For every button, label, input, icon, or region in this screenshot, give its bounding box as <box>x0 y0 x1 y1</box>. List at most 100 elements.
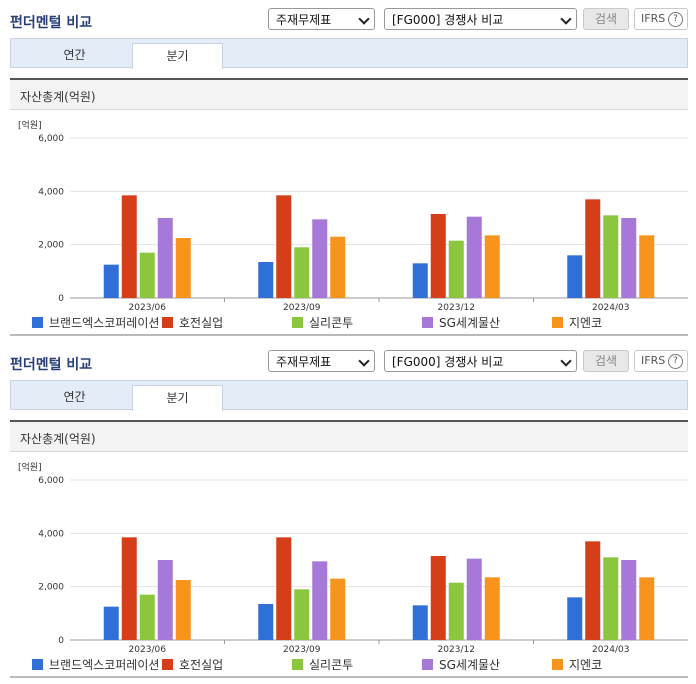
bar <box>121 537 137 640</box>
x-tick-label: 2023/09 <box>283 645 321 655</box>
bar <box>567 255 583 298</box>
bar <box>276 537 292 640</box>
legend-label: 호전실업 <box>179 316 224 330</box>
bar <box>430 214 446 298</box>
y-tick-label: 6,000 <box>38 476 64 486</box>
statement-type-select[interactable]: 주재무제표 <box>268 350 375 372</box>
legend-swatch <box>552 317 563 328</box>
bar <box>330 578 346 640</box>
compare-group-select[interactable]: [FG000] 경쟁사 비교 <box>384 350 577 372</box>
chart-header: 자산총계(억원) <box>10 80 688 110</box>
legend-swatch <box>292 659 303 670</box>
chevron-down-icon <box>560 13 572 25</box>
legend-swatch <box>162 317 173 328</box>
bar <box>312 561 328 640</box>
statement-type-select[interactable]: 주재무제표 <box>268 8 375 30</box>
legend-label: 브랜드엑스코퍼레이션 <box>49 658 160 672</box>
bar <box>330 236 346 298</box>
bar <box>294 247 310 298</box>
bar <box>484 235 500 298</box>
chart-title: 자산총계(억원) <box>20 432 96 446</box>
legend-label: 지엔코 <box>569 658 603 672</box>
tab-quarterly[interactable]: 분기 <box>132 43 223 69</box>
legend-item: 실리콘투 <box>292 314 353 331</box>
bar <box>585 199 601 298</box>
chart-legend: 브랜드엑스코퍼레이션 호전실업 실리콘투 SG세계물산 지엔코 <box>10 656 688 674</box>
ifrs-help-button[interactable]: IFRS ? <box>634 350 688 372</box>
ifrs-help-button[interactable]: IFRS ? <box>634 8 688 30</box>
chart-frame: 자산총계(억원) [억원] 0 2,000 4,000 6,000 2023/06 2023… <box>10 420 688 678</box>
search-button[interactable]: 검색 <box>583 350 629 372</box>
bar-chart: [억원] 0 2,000 4,000 6,000 2023/06 2023/09 2023/1… <box>18 119 688 313</box>
legend-item: 호전실업 <box>162 656 223 673</box>
legend-swatch <box>32 317 43 328</box>
legend-item: SG세계물산 <box>422 656 500 673</box>
bar <box>412 263 428 298</box>
chart-title: 자산총계(억원) <box>20 90 96 104</box>
panel-title: 펀더멘털 비교 <box>10 357 93 373</box>
bar <box>175 580 191 640</box>
legend-label: 실리콘투 <box>309 316 354 330</box>
bar <box>484 577 500 640</box>
bar <box>466 558 482 640</box>
bar <box>603 557 619 640</box>
chart-frame: 자산총계(억원) [억원] 0 2,000 4,000 6,000 2023/06 2023… <box>10 78 688 336</box>
compare-group-value: [FG000] 경쟁사 비교 <box>392 355 504 369</box>
compare-group-value: [FG000] 경쟁사 비교 <box>392 13 504 27</box>
bar <box>466 216 482 298</box>
compare-group-select[interactable]: [FG000] 경쟁사 비교 <box>384 8 577 30</box>
bar <box>139 252 155 298</box>
x-tick-label: 2023/06 <box>129 303 167 313</box>
bar-chart: [억원] 0 2,000 4,000 6,000 2023/06 2023/09 2023/1… <box>18 461 688 655</box>
y-tick-label: 2,000 <box>38 241 64 251</box>
x-tick-label: 2024/03 <box>592 303 629 313</box>
y-tick-label: 4,000 <box>38 187 64 197</box>
y-tick-label: 6,000 <box>38 134 64 144</box>
bar <box>430 556 446 640</box>
chevron-down-icon <box>358 13 370 25</box>
statement-type-value: 주재무제표 <box>276 355 332 369</box>
period-tabs: 연간 분기 <box>10 38 688 69</box>
question-icon: ? <box>668 12 683 27</box>
legend-label: 지엔코 <box>569 316 603 330</box>
bar <box>448 582 464 640</box>
legend-item: 브랜드엑스코퍼레이션 <box>32 314 159 331</box>
tab-annual[interactable]: 연간 <box>63 48 86 62</box>
x-tick-label: 2023/12 <box>438 645 475 655</box>
search-button[interactable]: 검색 <box>583 8 629 30</box>
bar <box>258 604 274 640</box>
legend-item: 브랜드엑스코퍼레이션 <box>32 656 159 673</box>
bar <box>276 195 292 298</box>
tab-annual[interactable]: 연간 <box>63 390 86 404</box>
chevron-down-icon <box>560 355 572 367</box>
panel-title: 펀더멘털 비교 <box>10 15 93 31</box>
x-tick-label: 2023/06 <box>129 645 167 655</box>
legend-item: 호전실업 <box>162 314 223 331</box>
bar <box>312 219 328 298</box>
x-tick-label: 2023/12 <box>438 303 475 313</box>
y-unit-label: [억원] <box>18 119 42 131</box>
bar <box>639 577 655 640</box>
legend-label: SG세계물산 <box>439 316 501 330</box>
x-tick-label: 2024/03 <box>592 645 629 655</box>
bar <box>121 195 137 298</box>
y-tick-label: 2,000 <box>38 583 64 593</box>
bar <box>603 215 619 298</box>
bar <box>412 605 428 640</box>
x-tick-label: 2023/09 <box>283 303 321 313</box>
bar <box>103 606 119 640</box>
y-tick-label: 0 <box>58 294 64 304</box>
chevron-down-icon <box>358 355 370 367</box>
bar <box>103 264 119 298</box>
ifrs-label: IFRS <box>641 354 666 367</box>
bar <box>258 262 274 298</box>
period-tabs: 연간 분기 <box>10 380 688 411</box>
legend-item: 실리콘투 <box>292 656 353 673</box>
bar <box>621 560 637 640</box>
bar <box>448 240 464 298</box>
bar <box>639 235 655 298</box>
y-tick-label: 4,000 <box>38 529 64 539</box>
legend-item: 지엔코 <box>552 314 602 331</box>
tab-quarterly[interactable]: 분기 <box>132 385 223 411</box>
fundamental-panel: 펀더멘털 비교 주재무제표 [FG000] 경쟁사 비교 검색 IFRS ? 연… <box>0 342 696 682</box>
